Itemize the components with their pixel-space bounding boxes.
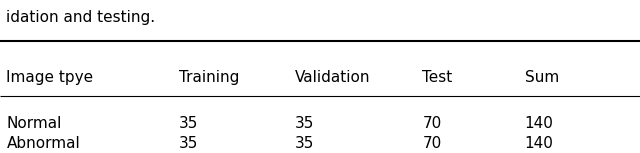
Text: Abnormal: Abnormal [6,136,80,151]
Text: Validation: Validation [294,70,370,85]
Text: 140: 140 [525,136,554,151]
Text: 70: 70 [422,116,442,131]
Text: Sum: Sum [525,70,559,85]
Text: 35: 35 [179,116,198,131]
Text: 35: 35 [179,136,198,151]
Text: 70: 70 [422,136,442,151]
Text: idation and testing.: idation and testing. [6,10,156,25]
Text: 35: 35 [294,116,314,131]
Text: Normal: Normal [6,116,62,131]
Text: Image tpye: Image tpye [6,70,93,85]
Text: 35: 35 [294,136,314,151]
Text: 140: 140 [525,116,554,131]
Text: Training: Training [179,70,239,85]
Text: Test: Test [422,70,452,85]
